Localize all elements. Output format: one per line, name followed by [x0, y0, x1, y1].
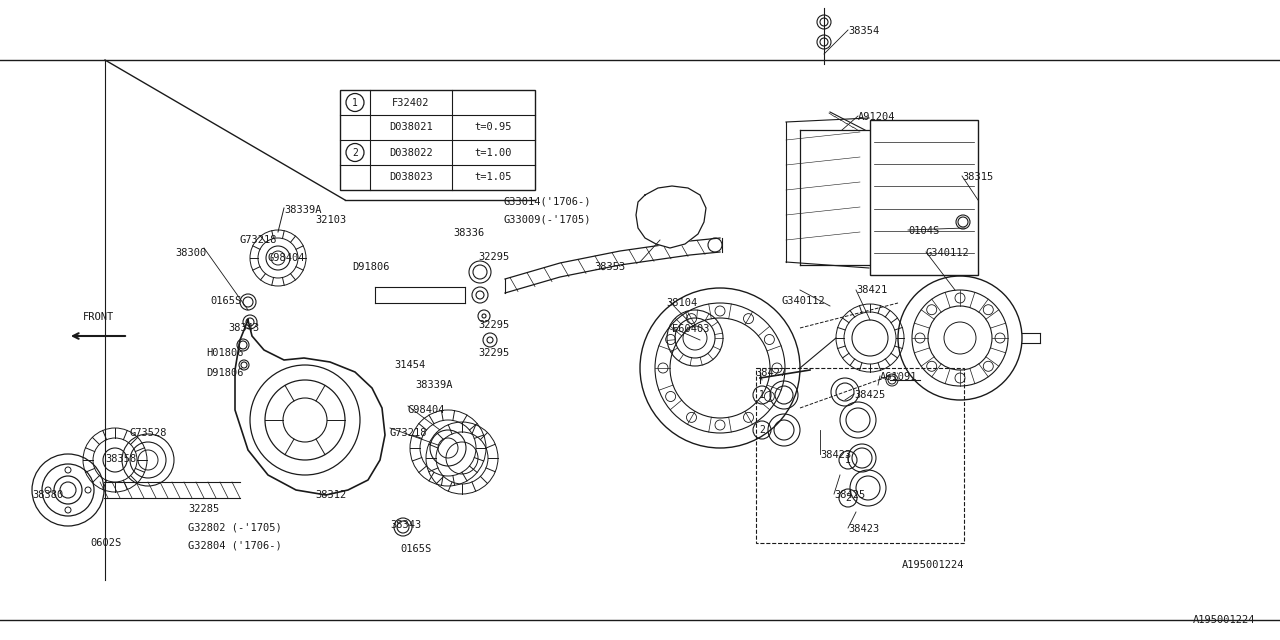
Text: 38353: 38353 — [594, 262, 625, 272]
Text: G32804 ('1706-): G32804 ('1706-) — [188, 540, 282, 550]
Text: A195001224: A195001224 — [902, 560, 965, 570]
Text: 1: 1 — [352, 97, 358, 108]
Text: 38425: 38425 — [835, 490, 865, 500]
Text: 2: 2 — [352, 147, 358, 157]
Text: G98404: G98404 — [268, 253, 305, 263]
Text: G73218: G73218 — [390, 428, 428, 438]
Text: 38312: 38312 — [315, 490, 347, 500]
Text: FRONT: FRONT — [82, 312, 114, 322]
Text: t=0.95: t=0.95 — [475, 122, 512, 132]
Text: G340112: G340112 — [925, 248, 970, 258]
Text: E60403: E60403 — [672, 324, 709, 334]
Text: D038023: D038023 — [389, 173, 433, 182]
Text: G73528: G73528 — [131, 428, 168, 438]
Text: A61091: A61091 — [881, 372, 918, 382]
Bar — [340, 90, 535, 190]
Text: 1: 1 — [845, 455, 851, 465]
Text: 2: 2 — [845, 493, 851, 503]
Text: 38421: 38421 — [856, 285, 887, 295]
Text: G98404: G98404 — [408, 405, 445, 415]
Text: G33014('1706-): G33014('1706-) — [504, 196, 591, 206]
Text: t=1.05: t=1.05 — [475, 173, 512, 182]
Text: 38343: 38343 — [228, 323, 260, 333]
Text: 38427: 38427 — [755, 368, 786, 378]
Text: 2: 2 — [759, 425, 765, 435]
Text: 0165S: 0165S — [399, 544, 431, 554]
Text: 38315: 38315 — [963, 172, 993, 182]
Text: G340112: G340112 — [782, 296, 826, 306]
Text: 32285: 32285 — [188, 504, 219, 514]
Text: 0602S: 0602S — [90, 538, 122, 548]
Text: t=1.00: t=1.00 — [475, 147, 512, 157]
Text: 38343: 38343 — [390, 520, 421, 530]
Text: 38423: 38423 — [849, 524, 879, 534]
Polygon shape — [636, 186, 707, 248]
Text: D038022: D038022 — [389, 147, 433, 157]
Text: 38339A: 38339A — [415, 380, 453, 390]
Text: 38336: 38336 — [453, 228, 484, 238]
Text: 38104: 38104 — [666, 298, 698, 308]
Text: G33009(-'1705): G33009(-'1705) — [504, 214, 591, 224]
Text: 38425: 38425 — [854, 390, 886, 400]
Text: G32802 (-'1705): G32802 (-'1705) — [188, 522, 282, 532]
Text: D91806: D91806 — [206, 368, 243, 378]
Text: 32103: 32103 — [315, 215, 347, 225]
Text: H01806: H01806 — [206, 348, 243, 358]
Bar — [870, 120, 978, 275]
Text: 38354: 38354 — [849, 26, 879, 36]
Text: 32295: 32295 — [477, 252, 509, 262]
Bar — [756, 368, 964, 543]
Text: A195001224: A195001224 — [1193, 615, 1254, 625]
Text: 0165S: 0165S — [210, 296, 241, 306]
Text: A91204: A91204 — [858, 112, 896, 122]
Text: 31454: 31454 — [394, 360, 425, 370]
Text: 38380: 38380 — [32, 490, 63, 500]
Text: D038021: D038021 — [389, 122, 433, 132]
Text: 38300: 38300 — [175, 248, 206, 258]
Polygon shape — [236, 320, 385, 495]
Text: 0104S: 0104S — [908, 226, 940, 236]
Text: 38358: 38358 — [105, 454, 136, 464]
Text: 32295: 32295 — [477, 320, 509, 330]
Text: 38339A: 38339A — [284, 205, 321, 215]
Text: G73218: G73218 — [241, 235, 278, 245]
Text: 32295: 32295 — [477, 348, 509, 358]
Text: D91806: D91806 — [352, 262, 389, 272]
Text: 1: 1 — [759, 390, 765, 400]
Text: F32402: F32402 — [392, 97, 430, 108]
Text: 38423: 38423 — [820, 450, 851, 460]
